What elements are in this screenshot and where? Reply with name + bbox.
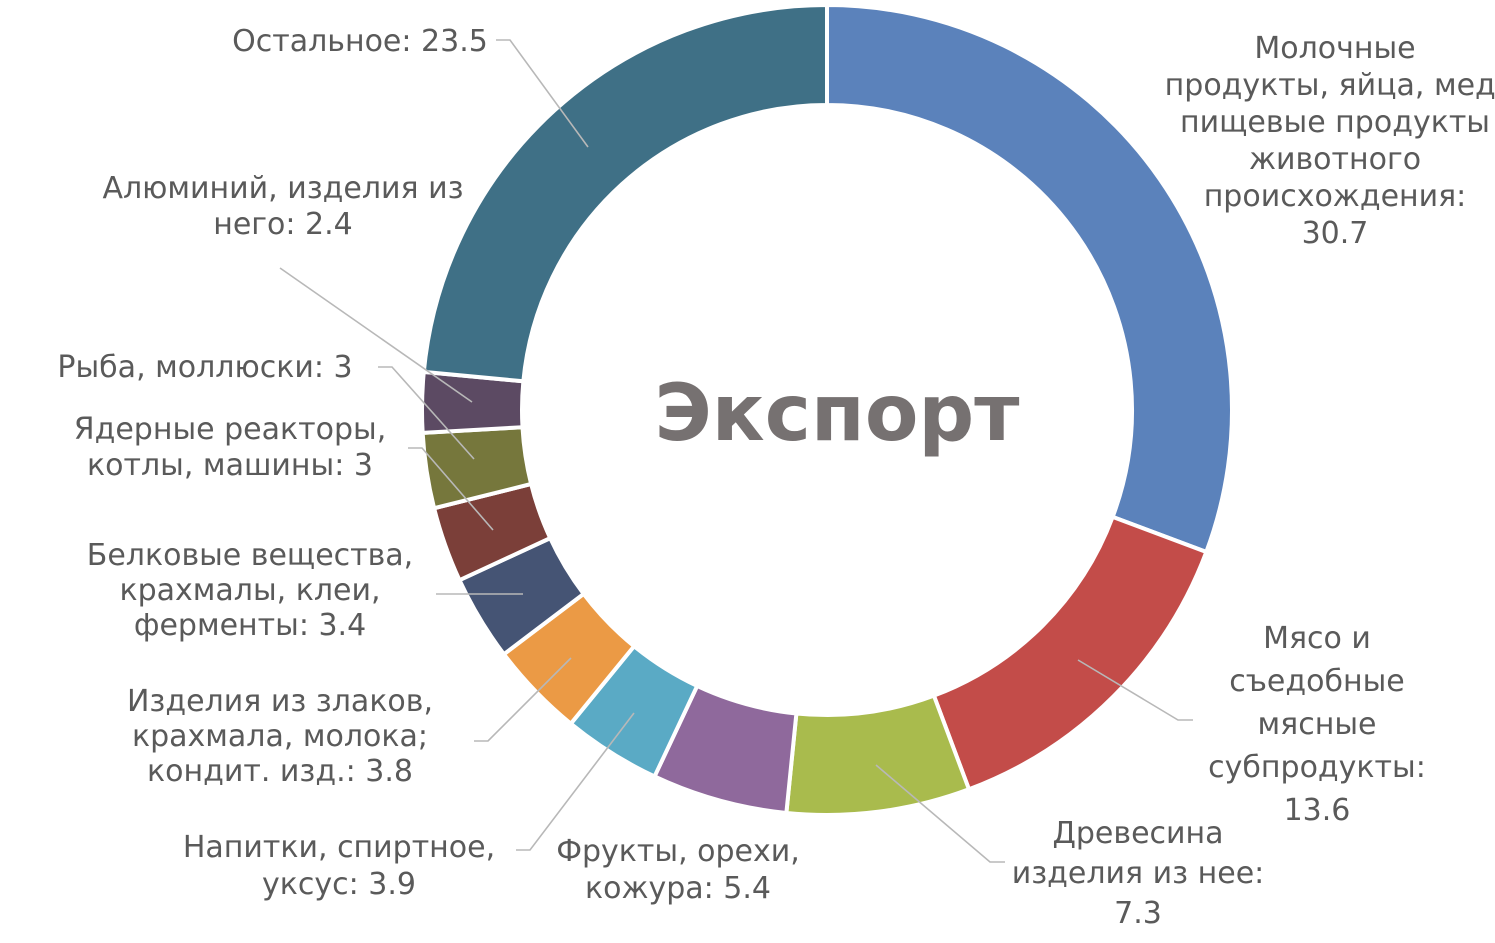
slice-11 [421,2,829,384]
slice-label-line: Молочные [1254,31,1415,66]
slice-label-7: Белковые вещества, крахмалы, клеи, фермент… [87,538,413,643]
slice-label-3: Древесина изделия из нее: 7.3 [1012,816,1265,931]
slice-label-line: крахмалы, клеи, [119,573,380,608]
slice-label-line: изделия из нее: [1012,856,1265,891]
slice-3 [784,693,972,817]
leader-line-6 [474,657,572,742]
slice-label-4: Фрукты, орехи, кожура: 5.4 [556,834,800,906]
slice-label-9: Рыба, моллюски: 3 [57,350,352,385]
slice-label-line: Фрукты, орехи, [556,834,800,869]
slice-label-line: Рыба, моллюски: 3 [57,350,352,385]
slice-label-line: продукты, яйца, мед, [1165,68,1495,103]
slice-label-line: ферменты: 3.4 [134,608,366,643]
slice-2 [931,514,1209,792]
slice-label-line: пищевые продукты [1180,105,1490,140]
slice-label-line: 7.3 [1114,896,1162,931]
slice-label-11: Остальное: 23.5 [232,24,488,59]
slice-label-line: Ядерные реакторы, [74,412,386,447]
slice-label-line: Напитки, спиртное, [183,830,495,865]
slice-1 [825,2,1234,555]
slice-label-5: Напитки, спиртное, уксус: 3.9 [183,830,495,902]
slice-label-line: 30.7 [1302,216,1369,251]
leader-line-8 [408,447,494,531]
slice-label-6: Изделия из злаков, крахмала, молока; конди… [127,684,433,789]
slice-label-line: Древесина [1052,816,1223,851]
slice-label-line: происхождения: [1204,179,1467,214]
labels-layer: Молочные продукты, яйца, мед, пищевые прод… [57,24,1495,931]
leader-line-9 [378,366,475,460]
slice-label-line: него: 2.4 [213,207,353,242]
slice-label-line: съедобные [1229,664,1405,699]
slice-label-line: котлы, машины: 3 [87,448,373,483]
slice-label-line: 13.6 [1284,793,1351,828]
slice-label-line: Алюминий, изделия из [102,171,463,206]
slice-label-1: Молочные продукты, яйца, мед, пищевые прод… [1165,31,1495,251]
leader-line-3 [875,764,1005,863]
slice-label-line: Мясо и [1263,621,1371,656]
slice-label-line: кожура: 5.4 [585,871,771,906]
slice-label-10: Алюминий, изделия из него: 2.4 [102,171,463,242]
chart-title: Экспорт [655,369,1020,459]
leader-line-4 [516,712,635,851]
slice-label-line: животного [1249,142,1421,177]
slice-label-line: крахмала, молока; [132,719,428,754]
slice-label-line: кондит. изд.: 3.8 [147,754,413,789]
slice-label-8: Ядерные реакторы, котлы, машины: 3 [74,412,386,483]
slice-label-line: Изделия из злаков, [127,684,433,719]
leader-line-10 [279,267,473,403]
slice-label-2: Мясо и съедобные мясные субпродукты: 13.6 [1208,621,1426,828]
leader-line-11 [496,39,589,148]
slices-layer [420,2,1234,817]
slice-label-line: Остальное: 23.5 [232,24,488,59]
slice-label-line: Белковые вещества, [87,538,413,573]
leader-line-2 [1077,659,1193,721]
slice-label-line: субпродукты: [1208,750,1426,785]
leaders-layer [279,39,1193,863]
slice-label-line: мясные [1258,707,1377,742]
slice-label-line: уксус: 3.9 [262,867,416,902]
